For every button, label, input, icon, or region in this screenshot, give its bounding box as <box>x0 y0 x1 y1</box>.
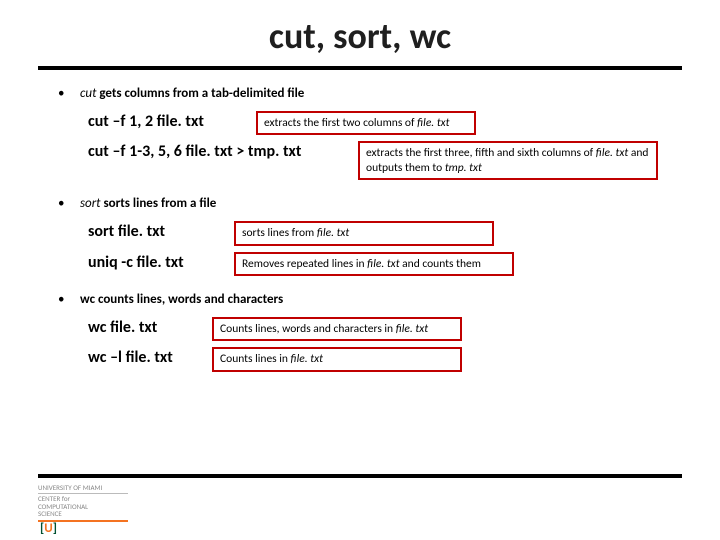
bullet-row: •sort sorts lines from a file <box>58 196 678 211</box>
bullet-text: cut gets columns from a tab-delimited fi… <box>80 86 304 101</box>
description-box: Counts lines, words and characters in fi… <box>212 317 462 341</box>
command-row: wc –l file. txt Counts lines in file. txt <box>84 347 678 371</box>
command-text: cut –f 1, 2 file. txt <box>84 111 232 132</box>
command-text: sort file. txt <box>84 221 210 242</box>
bullet-icon: • <box>58 86 80 101</box>
footer-line4: SCIENCE <box>38 510 128 518</box>
bullet-row: •cut gets columns from a tab-delimited f… <box>58 86 678 101</box>
command-row: cut –f 1, 2 file. txt extracts the first … <box>84 111 678 135</box>
description-box: Removes repeated lines in file. txt and … <box>234 252 514 276</box>
content-area: •cut gets columns from a tab-delimited f… <box>0 70 720 372</box>
bullet-icon: • <box>58 292 80 307</box>
command-row: wc file. txt Counts lines, words and char… <box>84 317 678 341</box>
description-box: extracts the first two columns of file. … <box>256 111 476 135</box>
footer-line1: UNIVERSITY OF MIAMI <box>38 484 128 494</box>
command-row: sort file. txt sorts lines from file. txt <box>84 221 678 245</box>
command-text: wc file. txt <box>84 317 192 338</box>
command-text: wc –l file. txt <box>84 347 192 368</box>
command-text: uniq -c file. txt <box>84 252 210 273</box>
command-row: cut –f 1-3, 5, 6 file. txt > tmp. txt ext… <box>84 141 678 180</box>
bullet-text: wc counts lines, words and characters <box>80 292 283 307</box>
bullet-text: sort sorts lines from a file <box>80 196 216 211</box>
u-logo-icon: [U] <box>40 521 57 536</box>
footer-logo-text: UNIVERSITY OF MIAMI CENTER for COMPUTATI… <box>38 484 128 522</box>
description-box: Counts lines in file. txt <box>212 347 462 371</box>
bullet-row: •wc counts lines, words and characters <box>58 292 678 307</box>
description-box: extracts the first three, fifth and sixt… <box>358 141 658 180</box>
bullet-icon: • <box>58 196 80 211</box>
command-text: cut –f 1-3, 5, 6 file. txt > tmp. txt <box>84 141 344 162</box>
command-row: uniq -c file. txt Removes repeated lines … <box>84 252 678 276</box>
description-box: sorts lines from file. txt <box>234 221 494 245</box>
bottom-rule <box>38 474 682 478</box>
slide-title: cut, sort, wc <box>0 0 720 58</box>
